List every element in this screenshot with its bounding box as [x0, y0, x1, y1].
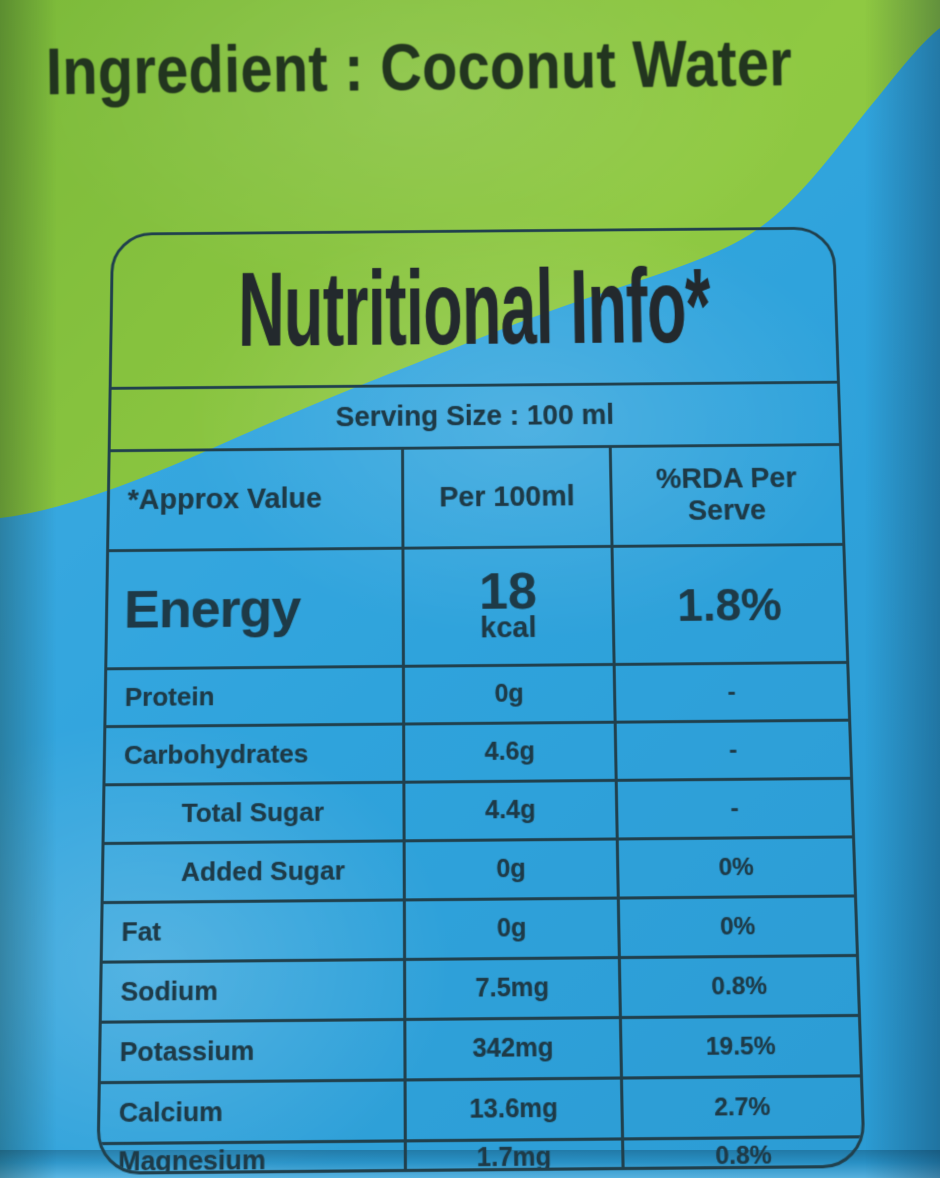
row-value: 0g [402, 840, 617, 899]
energy-label: Energy [123, 578, 301, 639]
row-label: Protein [124, 681, 215, 712]
table-header-row: *Approx Value Per 100ml %RDA Per Serve [109, 443, 843, 550]
col-header-approx-value: *Approx Value [127, 482, 322, 516]
energy-value-cell: 18 kcal [401, 547, 613, 665]
row-rda: 0% [616, 897, 856, 957]
energy-rda: 1.8% [610, 545, 847, 663]
row-label: Sodium [120, 975, 218, 1007]
row-value: 0g [402, 899, 618, 958]
col-header-rda-per-serve: %RDA Per Serve [608, 445, 843, 545]
table-row-sodium: Sodium 7.5mg 0.8% [101, 953, 858, 1021]
col-header-rda-text: %RDA Per Serve [655, 462, 797, 527]
panel-title: Nutritional Info* [237, 246, 711, 369]
row-label: Added Sugar [180, 855, 345, 888]
table-row-magnesium: Magnesium 1.7mg 0.8% [99, 1135, 864, 1175]
row-rda: 0.8% [617, 957, 858, 1017]
table-row-protein: Protein 0g - [106, 660, 849, 726]
row-label: Carbohydrates [123, 738, 309, 771]
table-row-fat: Fat 0g 0% [102, 894, 856, 961]
row-label: Magnesium [117, 1143, 266, 1175]
blue-area [0, 28, 940, 1178]
row-rda: 2.7% [619, 1077, 862, 1138]
row-value: 1.7mg [403, 1140, 622, 1175]
row-label: Fat [121, 915, 162, 948]
table-row-added-sugar: Added Sugar 0g 0% [103, 835, 854, 902]
panel-title-row: Nutritional Info* [112, 229, 837, 386]
row-label: Total Sugar [181, 796, 324, 829]
table-row-energy: Energy 18 kcal 1.8% [107, 542, 847, 668]
ingredient-text: Ingredient : Coconut Water [45, 25, 793, 109]
serving-size-row: Serving Size : 100 ml [110, 380, 839, 450]
table-row-potassium: Potassium 342mg 19.5% [100, 1013, 860, 1082]
ingredient-heading: Ingredient : Coconut Water [46, 25, 904, 108]
energy-value: 18 [478, 562, 538, 621]
table-row-total-sugar: Total Sugar 4.4g - [104, 776, 852, 842]
row-value: 4.4g [402, 781, 616, 840]
row-rda: - [612, 663, 849, 721]
row-label: Calcium [118, 1095, 223, 1129]
energy-unit: kcal [480, 612, 537, 645]
row-label: Potassium [119, 1034, 255, 1068]
table-row-carbohydrates: Carbohydrates 4.6g - [105, 718, 851, 784]
row-rda: - [613, 721, 851, 779]
row-value: 0g [401, 665, 614, 723]
row-value: 13.6mg [403, 1079, 621, 1140]
row-value: 4.6g [402, 723, 615, 781]
row-rda: 19.5% [618, 1017, 860, 1077]
row-value: 7.5mg [403, 959, 619, 1018]
row-rda: - [614, 779, 852, 838]
label-bottom-shadow [0, 1150, 940, 1178]
serving-size: Serving Size : 100 ml [335, 398, 615, 433]
row-rda: 0.8% [621, 1138, 864, 1174]
row-value: 342mg [403, 1019, 620, 1079]
col-header-per-100ml: Per 100ml [401, 447, 611, 547]
nutrition-panel: Nutritional Info* Serving Size : 100 ml … [96, 226, 867, 1175]
table-row-calcium: Calcium 13.6mg 2.7% [99, 1074, 862, 1143]
row-rda: 0% [615, 838, 854, 897]
